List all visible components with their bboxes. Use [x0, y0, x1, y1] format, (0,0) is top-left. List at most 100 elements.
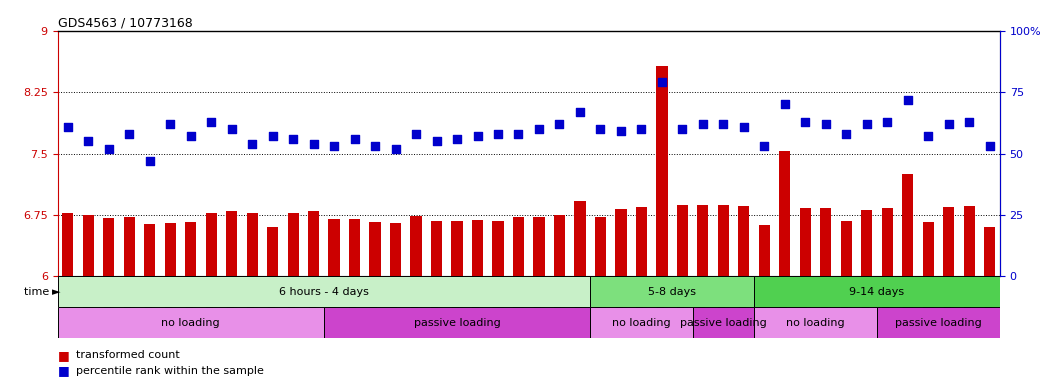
Point [306, 141, 322, 147]
Bar [800, 209, 811, 276]
Point [120, 131, 137, 137]
Bar [246, 214, 258, 276]
Point [101, 146, 117, 152]
Bar [288, 214, 298, 276]
Point [223, 126, 240, 132]
Point [428, 138, 445, 144]
Bar [877, 307, 1000, 338]
Bar [943, 207, 954, 276]
Text: time: time [24, 287, 52, 297]
Point [285, 136, 302, 142]
Point [859, 121, 875, 127]
Bar [903, 174, 913, 276]
Bar [410, 216, 422, 276]
Point [694, 121, 711, 127]
Bar [591, 307, 693, 338]
Text: GDS4563 / 10773168: GDS4563 / 10773168 [58, 17, 193, 30]
Bar [389, 223, 401, 276]
Bar [595, 217, 606, 276]
Bar [58, 307, 324, 338]
Point [715, 121, 732, 127]
Bar [492, 221, 504, 276]
Point [572, 109, 588, 115]
Bar [963, 206, 975, 276]
Bar [62, 213, 73, 276]
Text: 9-14 days: 9-14 days [849, 287, 905, 297]
Point [592, 126, 608, 132]
Point [80, 138, 96, 144]
Bar [820, 209, 831, 276]
Bar [591, 276, 754, 307]
Point [940, 121, 957, 127]
Text: 5-8 days: 5-8 days [648, 287, 696, 297]
Point [162, 121, 179, 127]
Bar [431, 221, 442, 276]
Point [756, 143, 773, 149]
Bar [738, 206, 750, 276]
Bar [656, 66, 668, 276]
Bar [882, 208, 893, 276]
Point [366, 143, 383, 149]
Text: ►: ► [52, 287, 61, 297]
Bar [205, 213, 217, 276]
Point [797, 119, 814, 125]
Text: no loading: no loading [612, 318, 671, 328]
Bar [779, 151, 790, 276]
Bar [185, 222, 197, 276]
Point [531, 126, 548, 132]
Point [203, 119, 220, 125]
Point [633, 126, 650, 132]
Point [244, 141, 261, 147]
Bar [349, 219, 360, 276]
Bar [451, 221, 463, 276]
Bar [226, 211, 238, 276]
Bar [370, 222, 381, 276]
Point [551, 121, 567, 127]
Bar [533, 217, 544, 276]
Point [838, 131, 854, 137]
Bar [324, 307, 591, 338]
Point [735, 124, 752, 130]
Point [326, 143, 342, 149]
Bar [841, 221, 852, 276]
Point [387, 146, 404, 152]
Point [60, 124, 76, 130]
Point [612, 128, 629, 134]
Bar [104, 218, 114, 276]
Text: percentile rank within the sample: percentile rank within the sample [76, 366, 264, 376]
Point [818, 121, 834, 127]
Point [899, 96, 916, 103]
Text: 6 hours - 4 days: 6 hours - 4 days [279, 287, 369, 297]
Bar [861, 210, 872, 276]
Bar [636, 207, 647, 276]
Bar [329, 219, 340, 276]
Bar [616, 209, 626, 276]
Bar [922, 222, 934, 276]
Point [653, 79, 670, 85]
Bar [554, 215, 565, 276]
Bar [984, 227, 996, 276]
Bar [267, 227, 279, 276]
Bar [717, 205, 729, 276]
Bar [754, 307, 877, 338]
Point [264, 133, 281, 139]
Bar [754, 276, 1000, 307]
Text: ■: ■ [58, 349, 73, 362]
Point [182, 133, 199, 139]
Bar [144, 224, 155, 276]
Bar [83, 215, 94, 276]
Bar [308, 211, 319, 276]
Bar [693, 307, 754, 338]
Point [490, 131, 507, 137]
Text: passive loading: passive loading [680, 318, 766, 328]
Bar [575, 201, 585, 276]
Text: no loading: no loading [786, 318, 845, 328]
Text: ■: ■ [58, 364, 73, 377]
Bar [676, 205, 688, 276]
Point [449, 136, 466, 142]
Point [347, 136, 363, 142]
Bar [697, 205, 709, 276]
Point [674, 126, 691, 132]
Bar [759, 225, 770, 276]
Point [510, 131, 527, 137]
